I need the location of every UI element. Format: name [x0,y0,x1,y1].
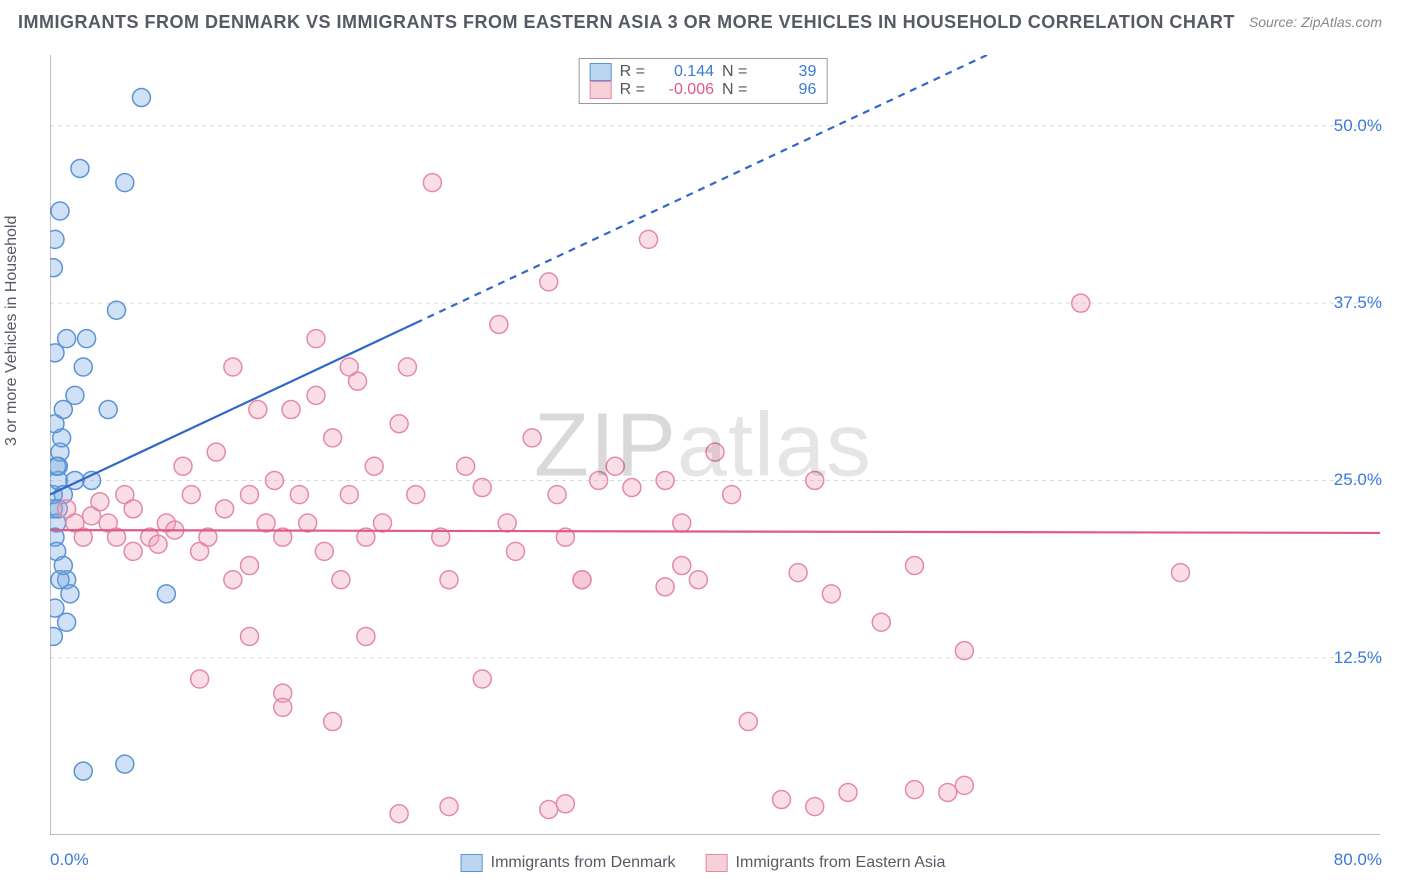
x-tick-max: 80.0% [1334,850,1382,870]
legend-row: R = -0.006 N = 96 [590,81,817,99]
n-label: N = [722,81,747,99]
scatter-plot [50,55,1380,835]
legend-item: Immigrants from Eastern Asia [706,854,946,872]
chart-title: IMMIGRANTS FROM DENMARK VS IMMIGRANTS FR… [18,12,1235,33]
denmark-r-value: 0.144 [659,63,714,81]
denmark-swatch [461,854,483,872]
easternasia-swatch [706,854,728,872]
easternasia-n-value: 96 [761,81,816,99]
y-tick-label: 12.5% [1334,648,1382,668]
r-label: R = [620,81,645,99]
y-axis-label: 3 or more Vehicles in Household [3,216,21,446]
y-tick-label: 50.0% [1334,116,1382,136]
n-label: N = [722,63,747,81]
easternasia-swatch [590,81,612,99]
y-tick-label: 25.0% [1334,470,1382,490]
legend-row: R = 0.144 N = 39 [590,63,817,81]
easternasia-label: Immigrants from Eastern Asia [736,854,946,872]
easternasia-r-value: -0.006 [659,81,714,99]
y-tick-label: 37.5% [1334,293,1382,313]
x-tick-min: 0.0% [50,850,89,870]
source-label: Source: ZipAtlas.com [1249,14,1382,30]
denmark-n-value: 39 [761,63,816,81]
correlation-legend: R = 0.144 N = 39 R = -0.006 N = 96 [579,58,828,104]
series-legend: Immigrants from Denmark Immigrants from … [461,854,946,872]
legend-item: Immigrants from Denmark [461,854,676,872]
r-label: R = [620,63,645,81]
denmark-swatch [590,63,612,81]
denmark-label: Immigrants from Denmark [491,854,676,872]
